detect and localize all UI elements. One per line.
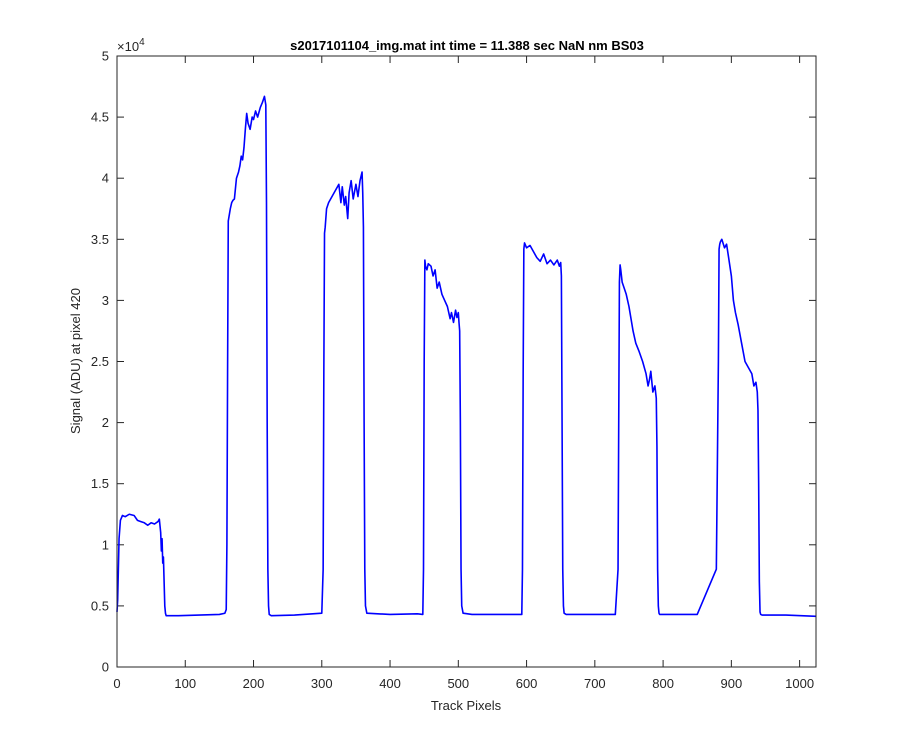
- x-tick-label: 1000: [785, 676, 814, 691]
- x-tick-label: 0: [113, 676, 120, 691]
- y-axis-label: Signal (ADU) at pixel 420: [68, 288, 83, 434]
- y-tick-label: 0: [102, 660, 109, 675]
- y-exponent-label: ×104: [117, 37, 145, 54]
- x-tick-label: 300: [311, 676, 333, 691]
- x-tick-label: 700: [584, 676, 606, 691]
- y-tick-label: 3: [102, 293, 109, 308]
- x-tick-label: 500: [447, 676, 469, 691]
- plot-area: [117, 56, 816, 667]
- x-tick-label: 600: [516, 676, 538, 691]
- axes-background: [117, 56, 816, 667]
- x-axis-ticks: 0 100 200 300 400 500 600 700 800 900 1000: [113, 56, 814, 691]
- y-tick-label: 4.5: [91, 110, 109, 125]
- x-tick-label: 100: [174, 676, 196, 691]
- x-tick-label: 900: [721, 676, 743, 691]
- y-tick-label: 1: [102, 537, 109, 552]
- y-tick-label: 5: [102, 49, 109, 64]
- y-tick-label: 0.5: [91, 598, 109, 613]
- y-tick-label: 3.5: [91, 232, 109, 247]
- data-lines: [116, 95, 817, 618]
- y-exponent-base: ×10: [117, 39, 139, 54]
- x-tick-label: 800: [652, 676, 674, 691]
- x-axis-label: Track Pixels: [431, 698, 502, 713]
- y-tick-label: 4: [102, 171, 109, 186]
- axes-box: [116, 55, 817, 668]
- y-axis-ticks: 0 0.5 1 1.5 2 2.5 3 3.5 4 4.5 5: [91, 49, 816, 675]
- series-line: [116, 95, 817, 618]
- x-tick-label: 400: [379, 676, 401, 691]
- y-tick-label: 2: [102, 415, 109, 430]
- y-tick-label: 2.5: [91, 354, 109, 369]
- y-tick-label: 1.5: [91, 476, 109, 491]
- chart-title: s2017101104_img.mat int time = 11.388 se…: [290, 38, 644, 53]
- y-exponent-power: 4: [139, 37, 145, 48]
- x-tick-label: 200: [243, 676, 265, 691]
